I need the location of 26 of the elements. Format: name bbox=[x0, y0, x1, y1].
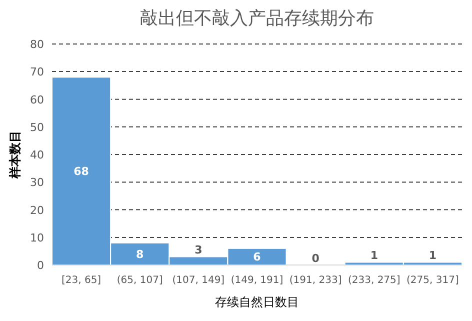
x-tick-label: (149, 191] bbox=[230, 275, 284, 286]
data-label: 0 bbox=[312, 252, 320, 265]
x-tick-label: (233, 275] bbox=[348, 275, 400, 286]
y-tick-label: 10 bbox=[30, 231, 44, 244]
data-label: 3 bbox=[194, 244, 202, 257]
x-tick-label: (65, 107] bbox=[116, 275, 163, 286]
x-tick-label: [23, 65] bbox=[61, 275, 102, 286]
y-tick-label: 30 bbox=[30, 176, 44, 190]
data-label: 6 bbox=[253, 250, 262, 264]
y-tick-label: 60 bbox=[30, 93, 44, 106]
x-tick-label: (107, 149] bbox=[172, 275, 225, 286]
y-tick-label: 80 bbox=[30, 38, 44, 51]
data-label: 1 bbox=[428, 249, 437, 262]
y-tick-label: 20 bbox=[30, 204, 44, 217]
data-label: 8 bbox=[136, 248, 144, 261]
x-axis-title: 存续自然日数目 bbox=[215, 295, 299, 309]
data-label: 1 bbox=[370, 249, 378, 262]
data-label: 68 bbox=[74, 165, 89, 178]
y-axis-title: 样本数目 bbox=[8, 130, 22, 180]
chart-title: 敲出但不敲入产品存续期分布 bbox=[140, 8, 374, 29]
x-tick-label: (191, 233] bbox=[289, 275, 342, 286]
x-tick-label: (275, 317] bbox=[406, 275, 459, 286]
y-tick-label: 50 bbox=[30, 120, 44, 134]
y-tick-label: 0 bbox=[37, 259, 44, 272]
y-tick-label: 40 bbox=[30, 148, 44, 162]
y-tick-label: 70 bbox=[30, 66, 44, 79]
